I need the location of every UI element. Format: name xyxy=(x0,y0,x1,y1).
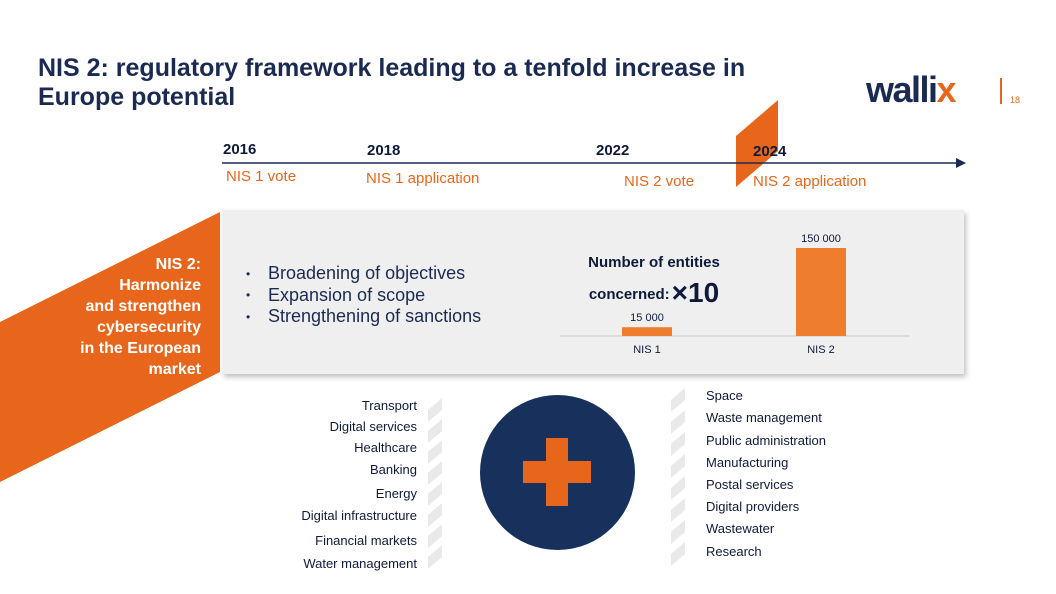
nis2-label-line: Harmonize xyxy=(119,277,201,294)
sector-left: Digital infrastructure xyxy=(301,508,417,523)
timeline-year-2016: 2016 xyxy=(223,141,257,158)
sector-right: Space xyxy=(706,388,743,403)
timeline-event-2024: NIS 2 application xyxy=(753,173,867,190)
timeline-year-2024: 2024 xyxy=(753,143,787,160)
objective-item: • Expansion of scope xyxy=(246,285,481,307)
wallix-logo: wallix xyxy=(866,69,957,110)
orange-parallelogram-left xyxy=(0,212,220,482)
sector-right: Waste management xyxy=(706,410,822,425)
page-number: 18 xyxy=(1010,95,1021,105)
bullet-dot: • xyxy=(246,266,251,281)
sector-left: Financial markets xyxy=(315,533,417,548)
sector-right: Postal services xyxy=(706,477,794,492)
bullet-dot: • xyxy=(246,309,251,324)
chart-title-line1: Number of entities xyxy=(588,254,720,271)
objective-text: Expansion of scope xyxy=(268,284,426,305)
chart-title-line2: concerned:×10 xyxy=(570,278,738,310)
sector-left: Water management xyxy=(303,556,417,571)
orange-parallelogram-2024 xyxy=(736,100,778,187)
sector-left: Banking xyxy=(370,462,417,477)
objective-item: • Strengthening of sanctions xyxy=(246,306,481,328)
category-label-nis2: NIS 2 xyxy=(807,344,835,356)
timeline-arrow-head xyxy=(956,158,966,168)
objective-item: • Broadening of objectives xyxy=(246,263,481,285)
sector-left: Energy xyxy=(375,486,417,501)
sector-right: Wastewater xyxy=(706,521,775,536)
chart-multiplier: ×10 xyxy=(671,277,720,308)
timeline-event-2018: NIS 1 application xyxy=(366,170,480,187)
value-label-nis1: 15 000 xyxy=(630,312,664,324)
nis2-label-line: and strengthen xyxy=(85,298,201,315)
objectives-list: • Broadening of objectives • Expansion of … xyxy=(246,263,481,328)
objective-text: Broadening of objectives xyxy=(268,263,466,284)
objective-text: Strengthening of sanctions xyxy=(268,306,482,327)
category-label-nis1: NIS 1 xyxy=(633,344,661,356)
nis2-label: NIS 2: Harmonize and strengthen cybersec… xyxy=(21,254,201,380)
bar-nis2 xyxy=(796,248,846,336)
stripes-right xyxy=(671,388,685,570)
bullet-dot: • xyxy=(246,288,251,303)
page-title: NIS 2: regulatory framework leading to a… xyxy=(38,54,746,111)
nis2-label-line: in the European xyxy=(80,340,201,357)
sector-right: Research xyxy=(706,544,762,559)
logo-separator xyxy=(1000,78,1002,104)
logo-text: walli xyxy=(866,69,938,110)
sector-right: Manufacturing xyxy=(706,455,789,470)
nis2-label-line: cybersecurity xyxy=(96,319,201,336)
stripes-left xyxy=(428,398,442,570)
timeline-event-2022: NIS 2 vote xyxy=(624,173,695,190)
bar-nis1 xyxy=(622,327,672,336)
logo-x: x xyxy=(936,69,957,110)
sector-right: Public administration xyxy=(706,433,826,448)
entities-bar-chart: 15 000 150 000 NIS 1 NIS 2 xyxy=(560,233,910,356)
nis2-label-line: market xyxy=(148,361,201,378)
sector-left: Healthcare xyxy=(354,440,417,455)
timeline-event-2016: NIS 1 vote xyxy=(226,168,297,185)
chart-title: Number of entities concerned:×10 xyxy=(570,248,738,310)
timeline-year-2022: 2022 xyxy=(596,142,630,159)
sector-right: Digital providers xyxy=(706,499,800,514)
sector-left: Transport xyxy=(361,398,417,413)
plus-icon-horizontal xyxy=(523,461,591,483)
timeline-year-2018: 2018 xyxy=(367,142,401,159)
chart-title-concerned: concerned: xyxy=(588,286,670,303)
value-label-nis2: 150 000 xyxy=(801,233,841,245)
nis2-label-line: NIS 2: xyxy=(155,256,201,273)
sector-left: Digital services xyxy=(329,419,417,434)
